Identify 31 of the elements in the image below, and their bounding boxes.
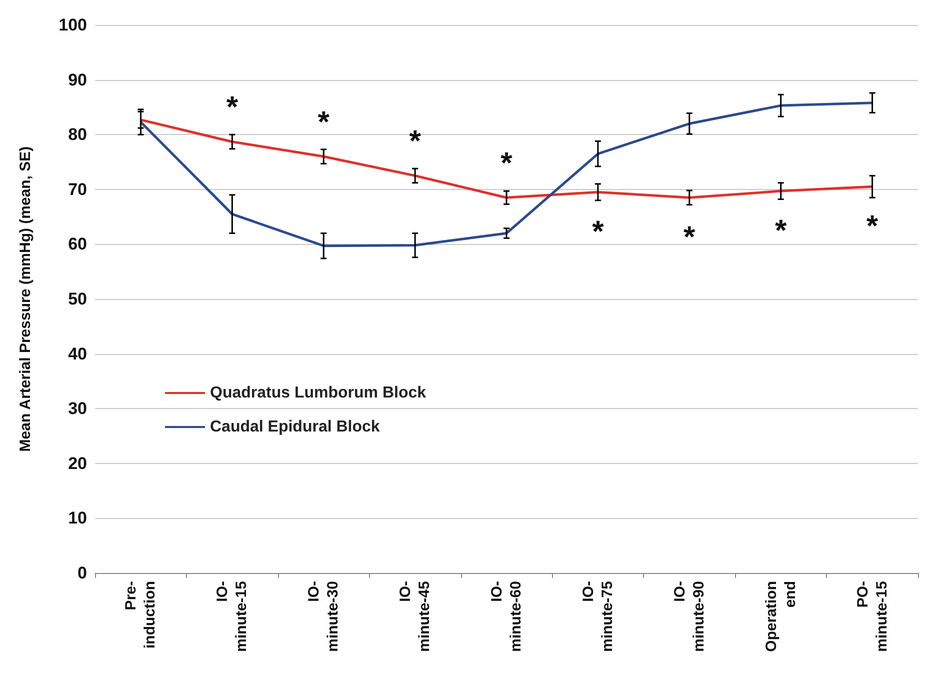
legend-label: Caudal Epidural Block [210,418,380,436]
legend-label: Quadratus Lumborum Block [210,384,426,402]
x-tick-label: IO- minute-15 [214,581,250,652]
x-tick-label: PO- minute-15 [854,581,890,652]
y-tick-label: 20 [68,454,87,473]
y-axis-title: Mean Arterial Pressure (mmHg) (mean, SE) [17,146,34,452]
annotation: * [684,221,696,254]
y-tick-label: 90 [68,70,87,90]
y-tick-label: 0 [78,564,87,582]
x-tick-label: IO- minute-75 [580,581,616,652]
y-tick-label: 60 [68,234,87,254]
x-tick-label: Pre- induction [122,581,159,648]
y-tick-label: 50 [68,290,87,308]
y-tick-label: 70 [68,180,87,199]
annotation: * [318,106,330,140]
x-tick-label: Operation end [762,581,799,652]
x-tick-label: IO- minute-90 [671,581,708,652]
annotation: * [866,210,878,244]
y-tick-label: 80 [68,125,87,144]
annotation: * [592,216,604,249]
annotation: * [226,91,238,124]
x-tick-label: IO- minute-30 [306,581,342,652]
annotation: * [774,214,787,248]
y-tick-label: 100 [58,16,87,34]
y-tick-label: 30 [68,399,87,418]
y-tick-label: 10 [68,508,87,528]
y-tick-label: 40 [68,344,87,364]
x-tick-label: IO- minute-60 [488,581,524,652]
annotation: * [409,125,422,158]
x-tick-label: IO- minute-45 [397,581,434,652]
annotation: * [500,147,513,180]
